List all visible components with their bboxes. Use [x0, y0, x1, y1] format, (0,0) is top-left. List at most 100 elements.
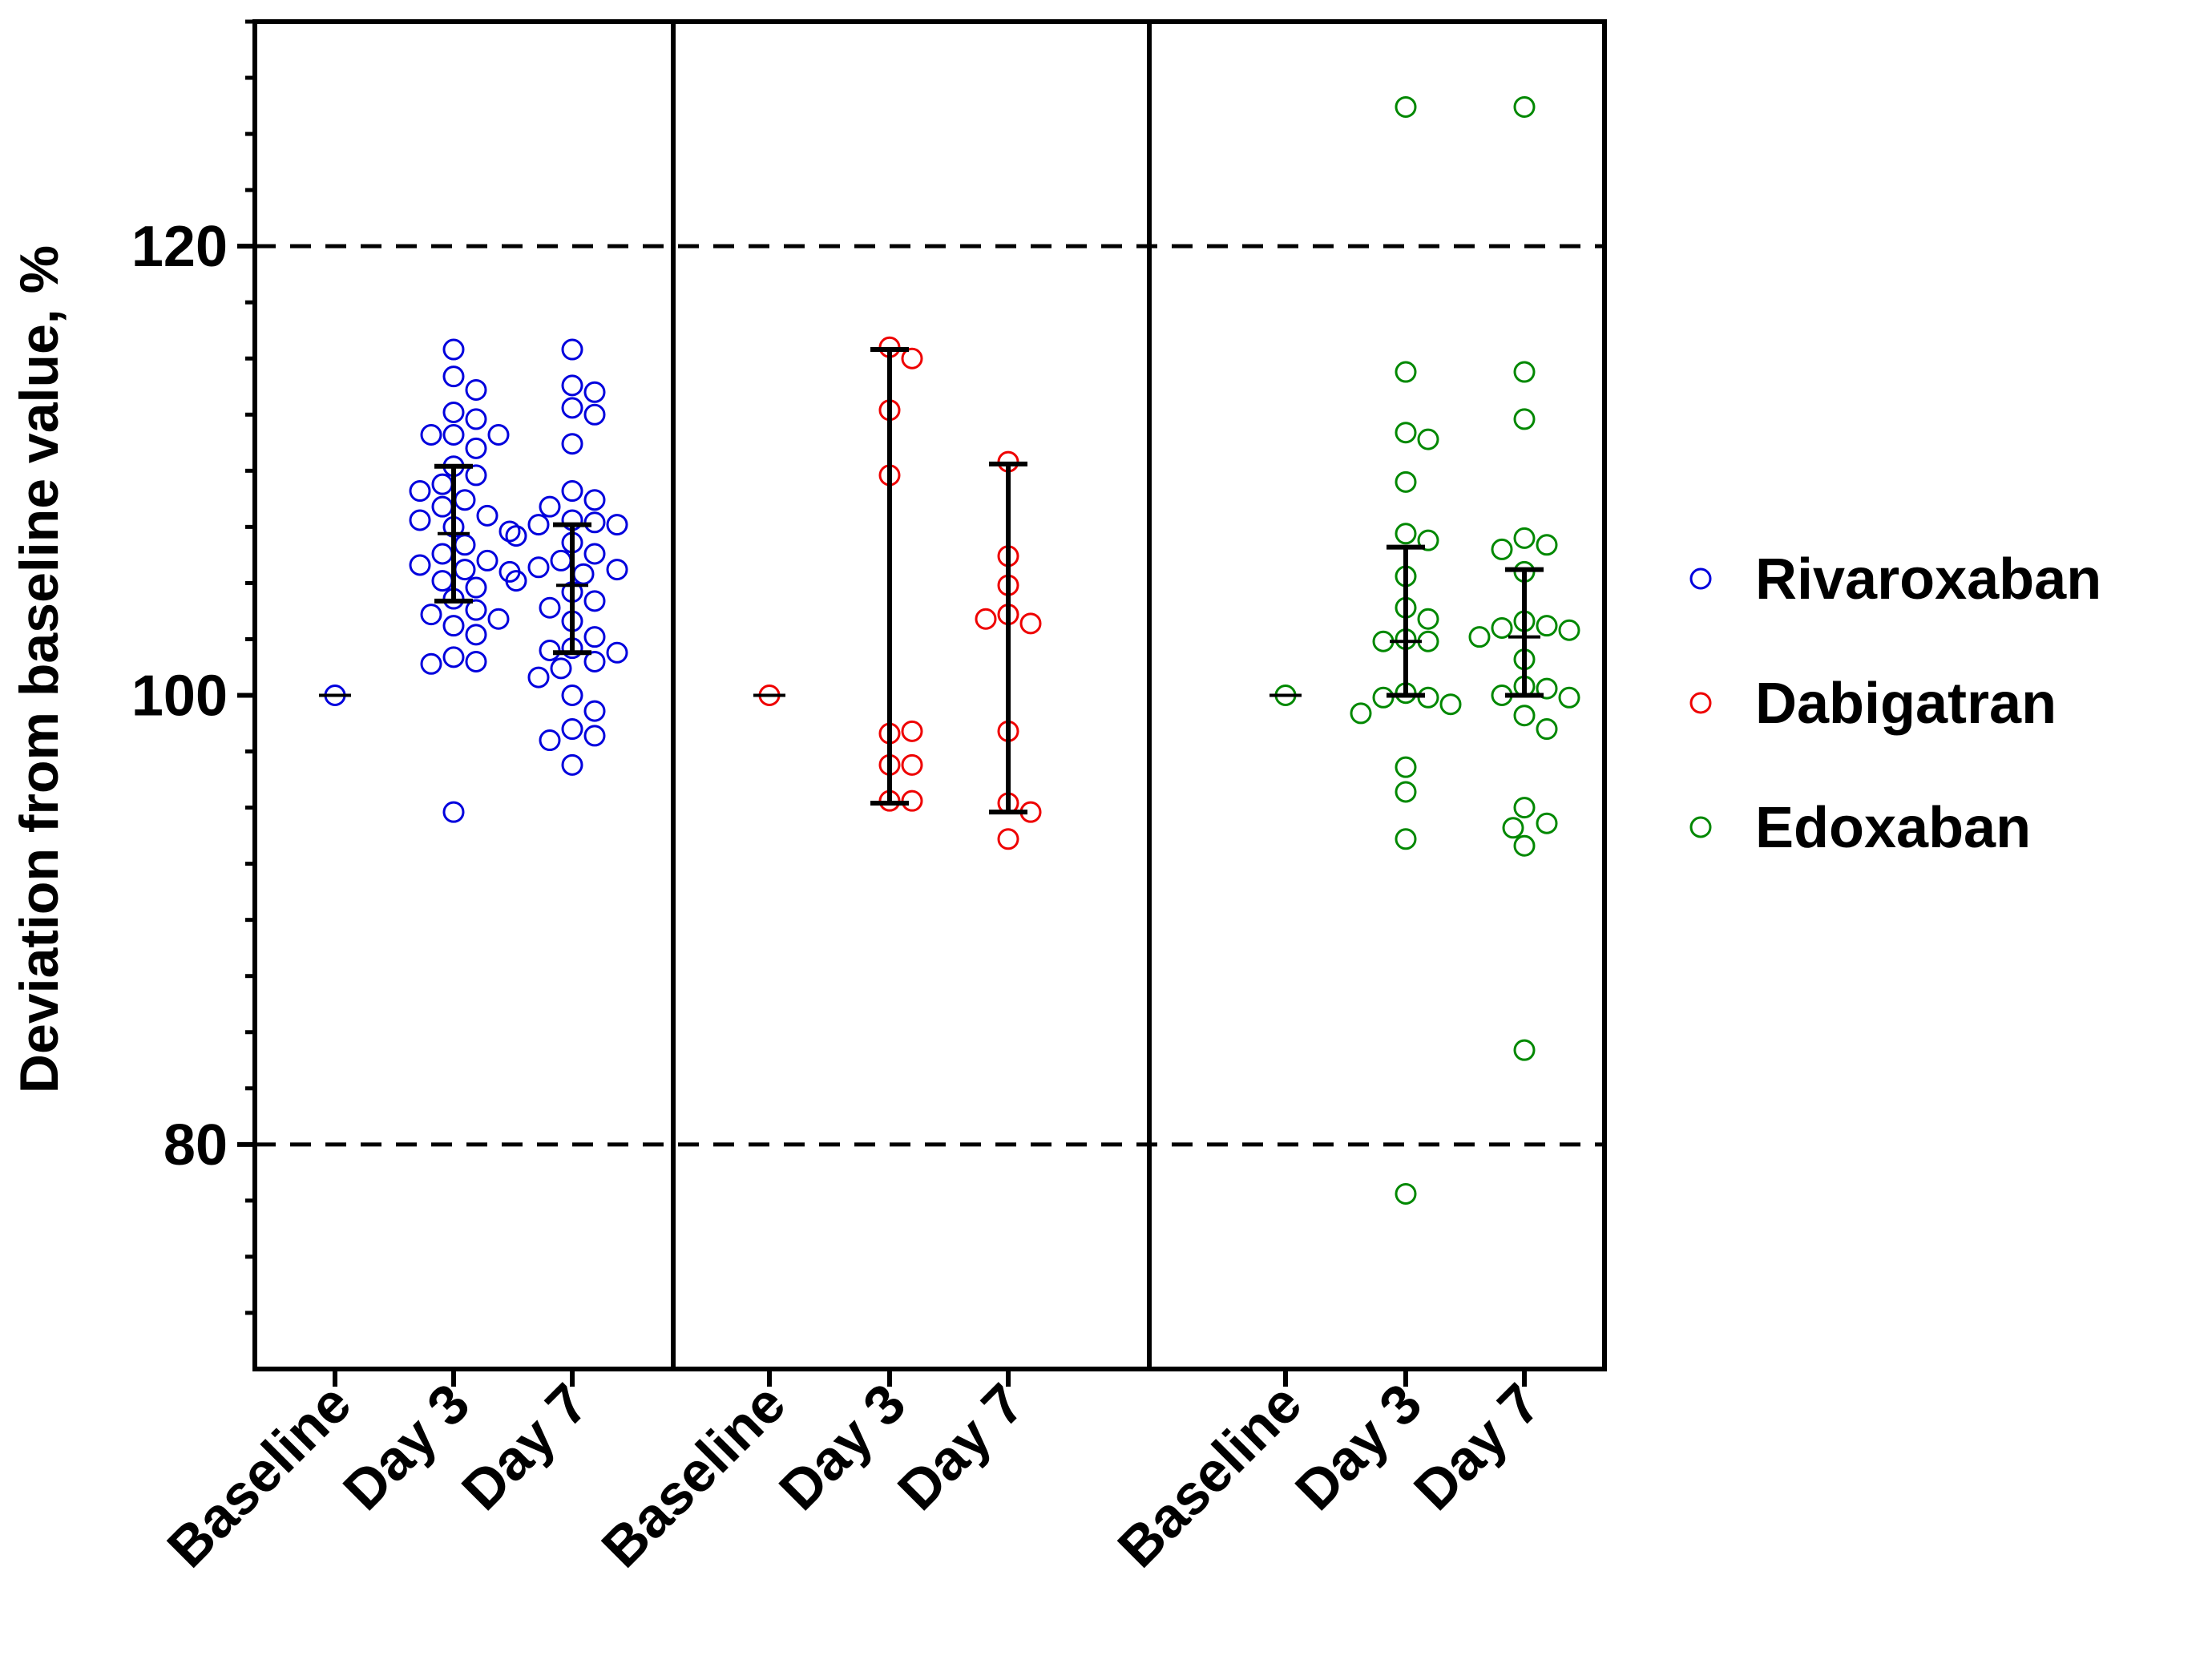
data-point [1536, 677, 1558, 700]
data-point [1558, 686, 1580, 709]
data-point [1395, 1182, 1417, 1205]
data-point [1536, 615, 1558, 637]
y-tick-label: 100 [131, 664, 228, 729]
data-point [539, 596, 561, 619]
data-point [431, 543, 454, 565]
legend-marker [1689, 692, 1712, 714]
data-point [1491, 616, 1513, 639]
reference-lines [255, 244, 1605, 1147]
data-point [1395, 422, 1417, 444]
x-tick-label: Day 7 [886, 1371, 1035, 1521]
data-point [561, 397, 583, 419]
data-point [539, 495, 561, 518]
data-point [1395, 781, 1417, 803]
data-point [465, 576, 487, 599]
x-tick-label: Day 3 [767, 1371, 917, 1521]
legend-label: Dabigatran [1755, 672, 2057, 736]
data-point [561, 685, 583, 706]
data-point [431, 570, 454, 592]
data-point [505, 570, 527, 592]
data-point [487, 608, 510, 630]
data-point [499, 520, 521, 543]
data-point [583, 381, 606, 403]
data-point [454, 534, 476, 556]
legend-marker [1689, 567, 1712, 590]
data-point [527, 556, 550, 579]
data-point [1513, 527, 1536, 549]
data-point [409, 509, 431, 531]
y-axis-label: Deviation from baseline value, % [9, 245, 70, 1093]
data-point [1491, 538, 1513, 560]
data-point [465, 408, 487, 430]
data-point [1513, 408, 1536, 430]
data-point [583, 590, 606, 612]
data-point [454, 489, 476, 511]
legend-label: Edoxaban [1755, 796, 2031, 860]
data-point [561, 753, 583, 776]
axes [237, 19, 1607, 1387]
data-point [487, 424, 510, 446]
data-point [420, 424, 442, 446]
x-tick-label: Day 7 [1402, 1371, 1552, 1521]
data-point [539, 729, 561, 752]
data-point [1513, 95, 1536, 118]
data-point [583, 725, 606, 747]
error-bars [319, 347, 1544, 815]
data-point [606, 559, 628, 581]
data-point [431, 495, 454, 518]
x-tick-label: Day 3 [331, 1371, 481, 1521]
data-point [1395, 828, 1417, 850]
data-point [1395, 523, 1417, 545]
data-point [1513, 1039, 1536, 1061]
data-point [1395, 470, 1417, 493]
data-point [1350, 702, 1372, 725]
data-point [442, 424, 465, 446]
data-point [561, 338, 583, 361]
data-point [442, 801, 465, 823]
legend-marker [1689, 816, 1712, 838]
data-point [465, 437, 487, 459]
data-point [1536, 534, 1558, 556]
y-tick-label: 80 [163, 1113, 228, 1177]
data-point [583, 403, 606, 426]
data-point [1417, 428, 1439, 450]
data-point [550, 549, 572, 571]
data-point [975, 608, 997, 630]
data-point [1502, 817, 1524, 839]
data-point [465, 624, 487, 646]
data-point [572, 563, 595, 585]
data-point [1439, 693, 1462, 716]
data-point [1513, 705, 1536, 727]
data-point [1395, 756, 1417, 778]
data-point [1513, 834, 1536, 857]
data-point [1417, 529, 1439, 551]
data-point [1395, 361, 1417, 383]
data-point [442, 365, 465, 388]
data-point [442, 615, 465, 637]
y-tick-label: 120 [131, 215, 228, 279]
x-tick-label: Day 7 [450, 1371, 599, 1521]
data-point [409, 554, 431, 576]
data-point [901, 753, 923, 776]
data-point [420, 604, 442, 626]
data-point [454, 559, 476, 581]
data-point [476, 504, 499, 527]
data-point [583, 650, 606, 672]
data-point [465, 464, 487, 487]
legend-label: Rivaroxaban [1755, 547, 2101, 612]
data-point [550, 657, 572, 680]
x-tick-label: Baseline [1106, 1371, 1314, 1579]
x-tick-label: Baseline [590, 1371, 797, 1579]
data-point [901, 720, 923, 742]
data-point [901, 347, 923, 370]
y-tick-labels: 80 100 120 [131, 215, 228, 1177]
data-point [527, 666, 550, 689]
legend: Rivaroxaban Dabigatran Edoxaban [1689, 547, 2101, 860]
data-point [561, 718, 583, 741]
data-point [420, 652, 442, 675]
data-point [1536, 812, 1558, 834]
data-point [442, 646, 465, 668]
data-point [476, 549, 499, 571]
x-tick-label: Day 3 [1283, 1371, 1433, 1521]
